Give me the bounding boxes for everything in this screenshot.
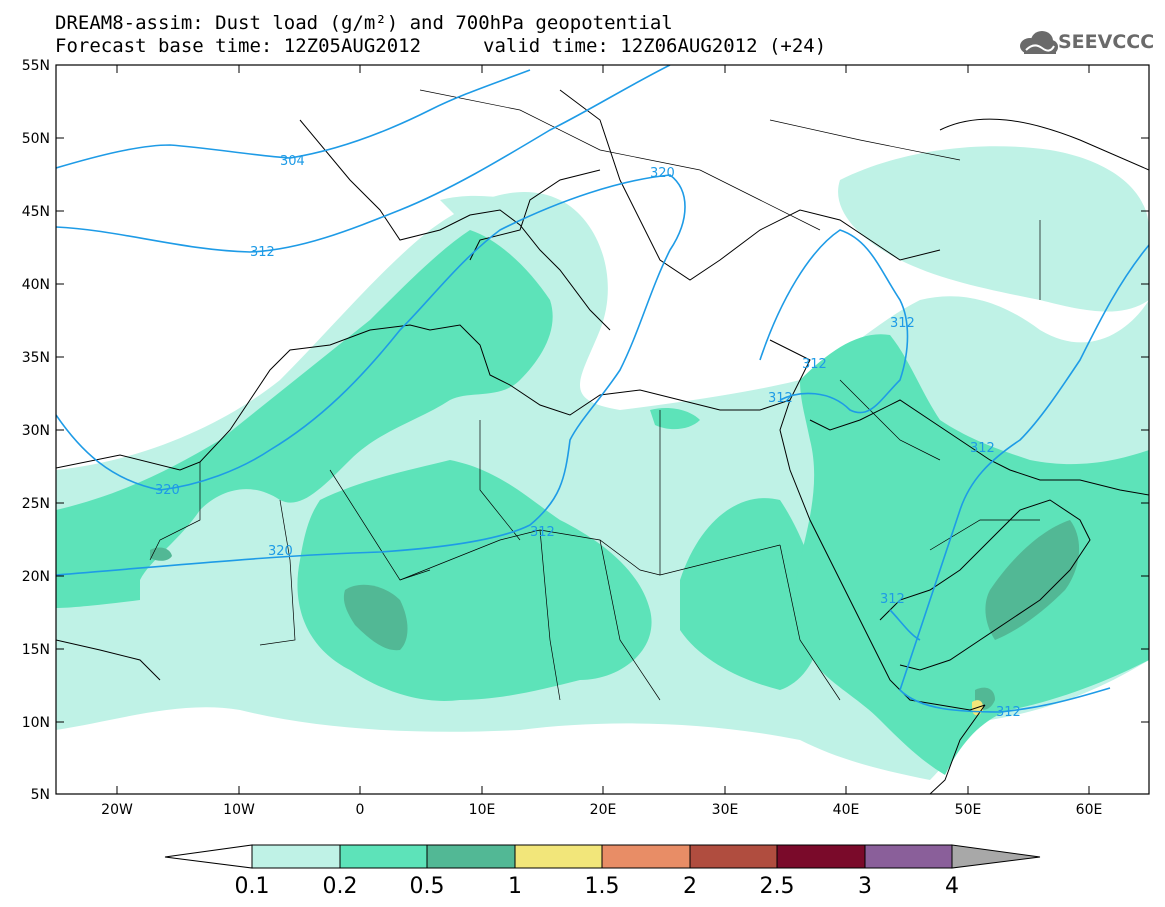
colorbar-swatch [339, 844, 428, 869]
lon-label: 50E [955, 802, 982, 818]
map-title: DREAM8-assim: Dust load (g/m²) and 700hP… [55, 12, 673, 34]
longitude-axis: 20W 10W 0 10E 20E 30E 40E 50E 60E [101, 65, 1102, 818]
lon-label: 30E [712, 802, 739, 818]
valid-time: valid time: 12Z06AUG2012 (+24) [483, 35, 827, 57]
lon-label: 0 [356, 802, 365, 818]
country-borders [149, 89, 1041, 701]
colorbar-label: 0.2 [323, 874, 358, 899]
lon-label: 40E [833, 802, 860, 818]
contour-label: 320 [268, 544, 293, 559]
colorbar-swatch [251, 844, 341, 869]
colorbar-label: 1 [508, 874, 522, 899]
colorbar-swatch [426, 844, 516, 869]
contour-label: 312 [530, 525, 555, 540]
lon-label: 10W [223, 802, 255, 818]
colorbar-swatch [601, 844, 691, 869]
seevccc-logo [1020, 31, 1058, 54]
colorbar-arrow-left [164, 844, 253, 869]
lat-label: 25N [22, 496, 50, 512]
colorbar-label: 4 [945, 874, 959, 899]
colorbar-swatch [689, 844, 778, 869]
lat-label: 10N [22, 715, 50, 731]
lat-label: 20N [22, 569, 50, 585]
contour-label: 312 [890, 316, 915, 331]
colorbar-label: 2 [683, 874, 697, 899]
contour-label: 312 [768, 391, 793, 406]
logo-text: SEEVCCC [1058, 31, 1155, 53]
contour-label: 320 [650, 166, 675, 181]
contour-labels: 304 312 320 312 320 320 312 312 312 312 … [155, 154, 1021, 720]
lat-label: 35N [22, 350, 50, 366]
lon-label: 20E [590, 802, 617, 818]
forecast-base-time: Forecast base time: 12Z05AUG2012 [55, 35, 422, 57]
cloud-icon [1020, 31, 1058, 54]
colorbar-label: 3 [858, 874, 872, 899]
lat-label: 15N [22, 642, 50, 658]
colorbar-label: 1.5 [585, 874, 620, 899]
lon-label: 60E [1076, 802, 1103, 818]
lat-label: 45N [22, 204, 50, 220]
colorbar-swatch [514, 844, 603, 869]
contour-label: 312 [996, 705, 1021, 720]
latitude-axis: 55N 50N 45N 40N 35N 30N 25N 20N 15N 10N … [22, 58, 1149, 803]
lat-label: 50N [22, 131, 50, 147]
contour-label: 312 [250, 245, 275, 260]
colorbar-label: 0.5 [410, 874, 445, 899]
colorbar-label: 2.5 [760, 874, 795, 899]
colorbar-swatch [864, 844, 953, 869]
colorbar: 0.1 0.2 0.5 1 1.5 2 2.5 3 4 [164, 844, 1041, 899]
contour-label: 312 [880, 592, 905, 607]
lat-label: 30N [22, 423, 50, 439]
coastlines [56, 89, 1149, 794]
contour-label: 312 [970, 441, 995, 456]
contour-label: 304 [280, 154, 305, 169]
lat-label: 55N [22, 58, 50, 74]
lat-label: 5N [31, 787, 50, 803]
dust-dark-region [150, 520, 1080, 710]
geopotential-contours [56, 65, 1149, 713]
lon-label: 10E [469, 802, 496, 818]
colorbar-swatch [776, 844, 866, 869]
contour-label: 320 [155, 483, 180, 498]
contour-label: 312 [802, 357, 827, 372]
colorbar-arrow-right [951, 844, 1041, 869]
lon-label: 20W [101, 802, 133, 818]
colorbar-label: 0.1 [235, 874, 270, 899]
lat-label: 40N [22, 277, 50, 293]
